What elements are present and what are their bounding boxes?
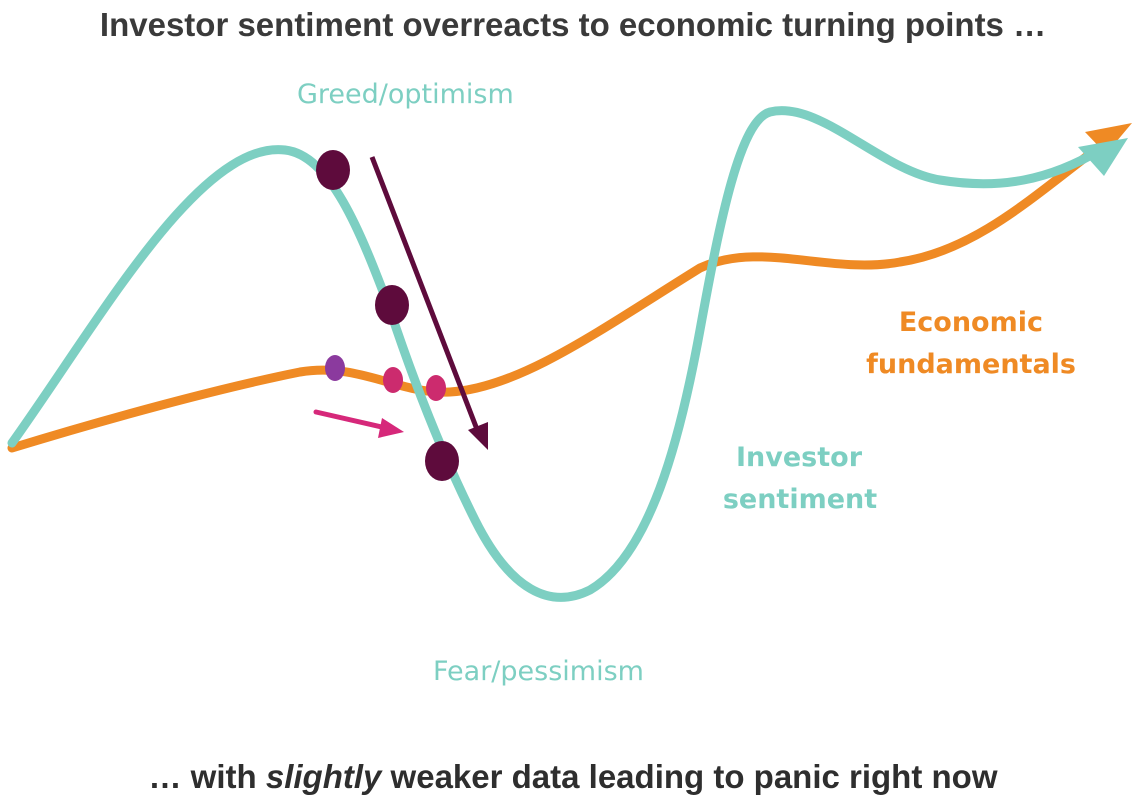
fundamentals-arrowhead bbox=[1085, 123, 1132, 154]
economic-label-line2: fundamentals bbox=[866, 349, 1076, 380]
fundamentals-marker bbox=[325, 355, 345, 381]
subtitle-emphasis: slightly bbox=[265, 758, 382, 795]
investor-sentiment-curve bbox=[7, 106, 1105, 602]
fundamentals-marker bbox=[426, 375, 446, 401]
sentiment-marker bbox=[425, 441, 459, 481]
pink-arrow-head bbox=[378, 418, 404, 438]
investor-label-line2: sentiment bbox=[723, 484, 877, 515]
sentiment-marker bbox=[316, 150, 350, 190]
economic-fundamentals-curve bbox=[7, 130, 1120, 453]
economic-label-line1: Economic bbox=[899, 307, 1043, 338]
page-subtitle: … with slightly weaker data leading to p… bbox=[0, 758, 1146, 796]
investor-label-line1: Investor bbox=[736, 442, 863, 473]
page-title: Investor sentiment overreacts to economi… bbox=[99, 6, 1047, 43]
fundamentals-marker bbox=[383, 367, 403, 393]
fear-label: Fear/pessimism bbox=[433, 656, 644, 687]
pink-arrow-shaft bbox=[313, 409, 389, 431]
greed-label: Greed/optimism bbox=[297, 79, 514, 110]
sentiment-arrowhead bbox=[1078, 138, 1128, 176]
subtitle-part2: weaker data leading to panic right now bbox=[381, 758, 998, 795]
sentiment-marker bbox=[375, 285, 409, 325]
down-arrow-shaft bbox=[369, 156, 481, 433]
subtitle-part1: … with bbox=[148, 758, 266, 795]
down-arrow-head bbox=[468, 422, 488, 450]
